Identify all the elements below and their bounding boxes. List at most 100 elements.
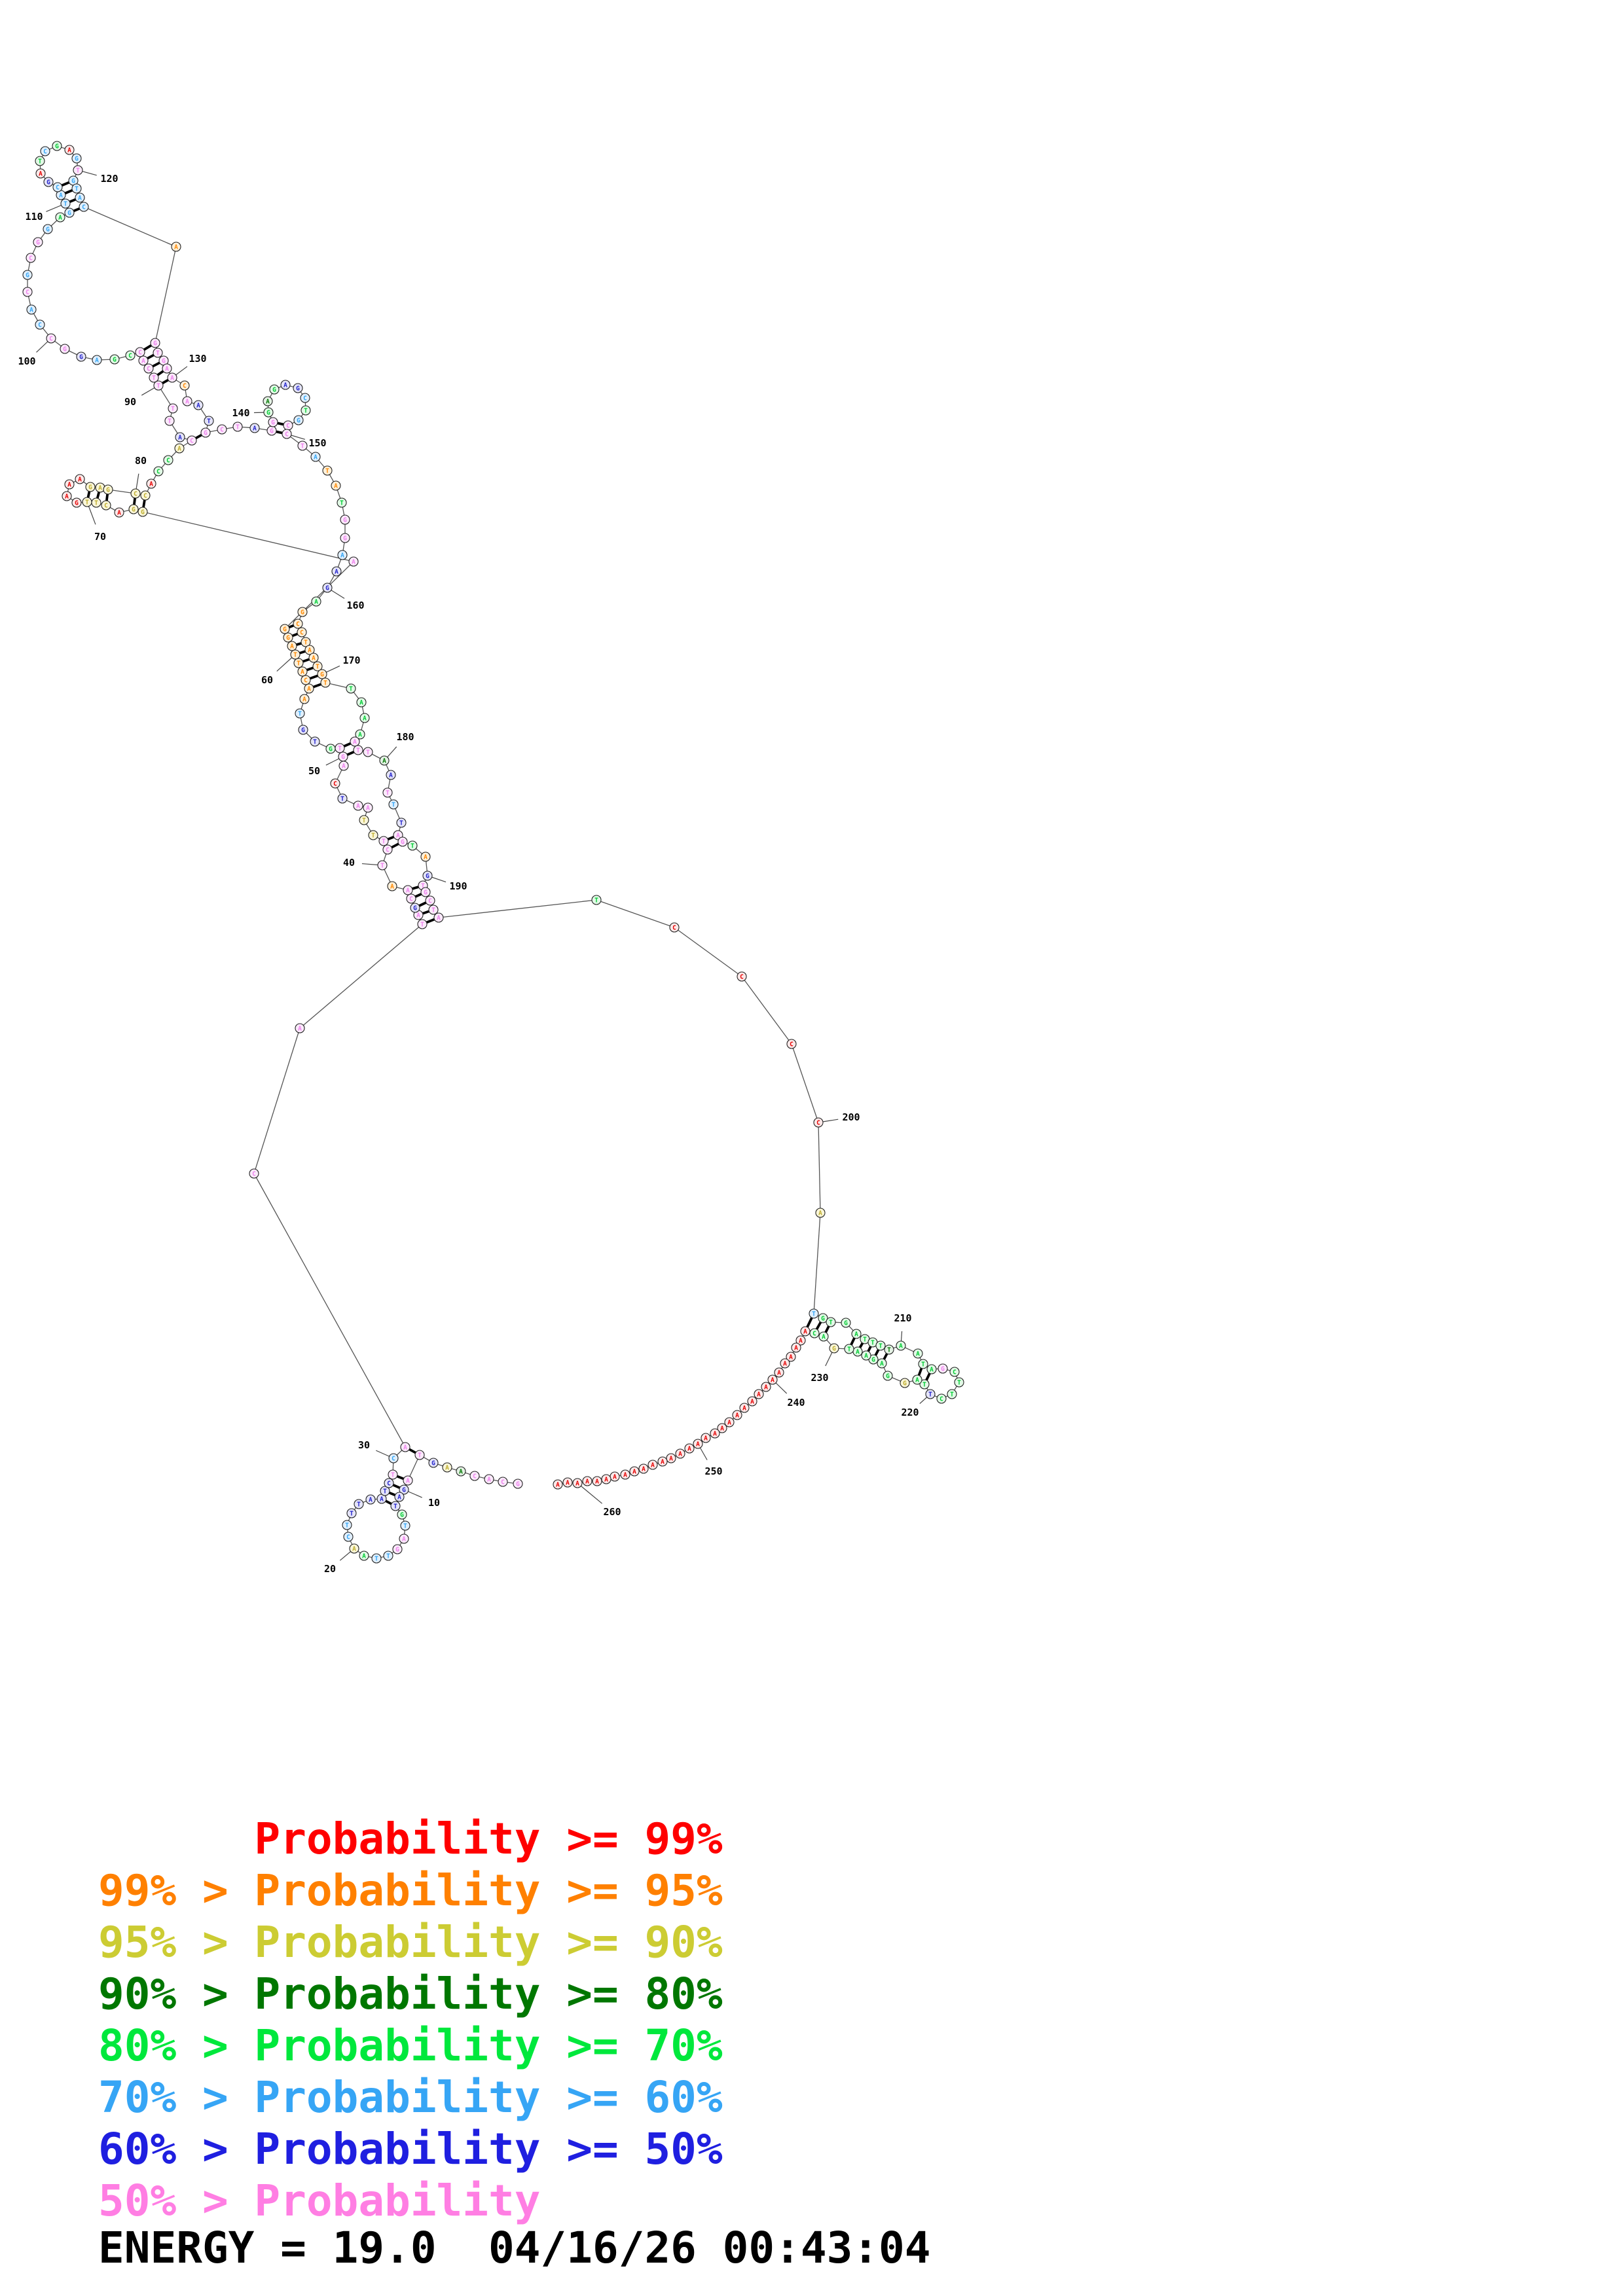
nucleotide-letter: G (343, 535, 347, 542)
nucleotide-letter: A (575, 1480, 579, 1487)
nucleotide-letter: G (941, 1365, 945, 1372)
nucleotide-circle (322, 583, 333, 593)
nucleotide-letter: T (393, 1503, 397, 1510)
nucleotide-letter: C (300, 629, 304, 636)
nucleotide-circle (675, 1448, 685, 1459)
nucleotide-letter: C (812, 1330, 816, 1337)
nucleotide-circle (390, 1501, 401, 1511)
nucleotide-letter: A (899, 1342, 903, 1350)
nucleotide-circle (420, 887, 431, 897)
position-label: 40 (343, 857, 355, 869)
nucleotide-letter: G (886, 1372, 890, 1380)
nucleotide-letter: T (386, 789, 390, 797)
nucleotide-letter: G (395, 1546, 399, 1553)
nucleotide-circle (813, 1117, 824, 1128)
nucleotide-circle (382, 844, 393, 855)
backbone-edge (142, 511, 354, 562)
nucleotide-circle (249, 423, 260, 433)
nucleotide-letter: A (283, 382, 287, 389)
nucleotide-letter: A (67, 481, 71, 488)
nucleotide-circle (346, 683, 356, 694)
nucleotide-letter: A (253, 425, 257, 432)
nucleotide-letter: A (445, 1464, 449, 1471)
nucleotide-letter: A (266, 398, 270, 405)
nucleotide-circle (295, 708, 305, 719)
nucleotide-letter: T (879, 1342, 883, 1350)
nucleotide-circle (153, 380, 164, 391)
nucleotide-circle (71, 153, 82, 164)
nucleotide-circle (204, 416, 214, 426)
nucleotide-circle (386, 770, 396, 780)
nucleotide-circle (293, 415, 304, 425)
nucleotide-circle (400, 1442, 410, 1452)
nucleotide-letter: A (149, 480, 153, 488)
nucleotide-letter: T (76, 167, 80, 174)
nucleotide-letter: G (79, 353, 83, 361)
nucleotide-circle (138, 355, 149, 366)
nucleotide-circle (379, 755, 390, 766)
backbone-edge (741, 976, 792, 1045)
nucleotide-circle (46, 333, 56, 344)
nucleotide-circle (918, 1359, 928, 1369)
nucleotide-circle (591, 895, 602, 905)
nucleotide-letter: A (916, 1350, 920, 1357)
nucleotide-letter: T (301, 442, 304, 450)
nucleotide-circle (340, 514, 350, 525)
nucleotide-circle (354, 1499, 364, 1509)
backbone-edge (253, 1028, 301, 1174)
position-label: 60 (261, 674, 273, 686)
nucleotide-circle (572, 1478, 583, 1488)
nucleotide-circle (484, 1474, 494, 1484)
backbone-edge (155, 246, 177, 344)
nucleotide-circle (861, 1350, 871, 1361)
nucleotide-letter: G (46, 226, 50, 233)
nucleotide-circle (875, 1340, 886, 1351)
nucleotide-circle (949, 1367, 960, 1377)
nucleotide-circle (407, 840, 418, 851)
nucleotide-letter: G (204, 429, 208, 437)
nucleotide-letter: C (104, 502, 108, 509)
position-label: 210 (894, 1312, 911, 1324)
nucleotide-circle (717, 1423, 727, 1433)
nucleotide-circle (304, 683, 314, 694)
backbone-edge (253, 1173, 406, 1448)
nucleotide-letter: A (67, 147, 71, 154)
nucleotide-circle (620, 1469, 630, 1480)
nucleotide-letter: A (185, 398, 189, 405)
nucleotide-circle (52, 182, 63, 192)
nucleotide-letter: T (323, 679, 327, 687)
nucleotide-letter: T (362, 817, 366, 824)
nucleotide-circle (35, 168, 46, 179)
nucleotide-letter: G (821, 1315, 825, 1322)
nucleotide-circle (40, 146, 50, 156)
nucleotide-letter: C (183, 382, 187, 389)
nucleotide-circle (919, 1379, 930, 1390)
nucleotide-letter: A (65, 493, 69, 500)
nucleotide-circle (791, 1342, 801, 1353)
nucleotide-letter: T (313, 738, 317, 745)
nucleotide-circle (388, 1469, 398, 1480)
nucleotide-letter: T (847, 1346, 851, 1353)
nucleotide-circle (75, 192, 85, 203)
nucleotide-circle (297, 440, 308, 451)
nucleotide-letter: A (696, 1441, 700, 1448)
nucleotide-circle (456, 1466, 466, 1477)
nucleotide-circle (263, 396, 273, 406)
nucleotide-circle (754, 1389, 764, 1399)
nucleotide-letter: A (356, 802, 360, 810)
nucleotide-circle (883, 1371, 893, 1381)
nucleotide-letter: C (252, 1170, 256, 1177)
nucleotide-letter: C (147, 365, 151, 372)
nucleotide-letter: T (152, 374, 156, 382)
nucleotide-letter: A (822, 1333, 826, 1340)
nucleotide-letter: G (402, 1486, 406, 1494)
nucleotide-circle (312, 661, 323, 672)
nucleotide-letter: T (340, 795, 344, 802)
nucleotide-circle (137, 507, 148, 517)
nucleotide-letter: G (26, 272, 29, 279)
nucleotide-circle (900, 1378, 910, 1388)
nucleotide-letter: A (298, 1025, 302, 1032)
backbone-edge (299, 924, 423, 1029)
nucleotide-letter: A (799, 1337, 803, 1344)
backbone-edge (818, 1122, 821, 1213)
